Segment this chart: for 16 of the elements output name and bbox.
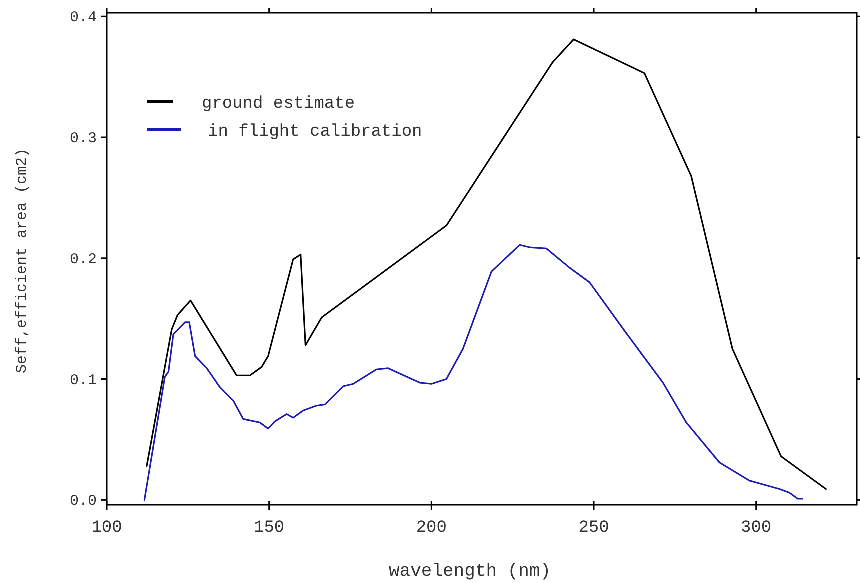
- y-tick-label: 0.2: [70, 251, 97, 268]
- y-tick-label: 0.4: [70, 10, 97, 27]
- y-axis-title: Seff,efficient area (cm2): [14, 148, 31, 374]
- line-series: [144, 244, 804, 501]
- x-tick-label: 150: [254, 519, 285, 538]
- x-tick-label: 250: [578, 519, 610, 538]
- y-tick-label: 0.0: [70, 493, 97, 510]
- x-tick-label: 300: [741, 519, 772, 538]
- y-tick-label: 0.3: [70, 130, 97, 148]
- x-tick-label: 100: [92, 519, 122, 538]
- legend-label: in flight calibration: [208, 123, 422, 142]
- x-axis-title: wavelength (nm): [388, 562, 552, 582]
- x-tick-label: 200: [416, 519, 447, 538]
- legend-label: ground estimate: [202, 95, 356, 114]
- line-series: [146, 38, 827, 490]
- y-tick-label: 0.1: [70, 372, 97, 390]
